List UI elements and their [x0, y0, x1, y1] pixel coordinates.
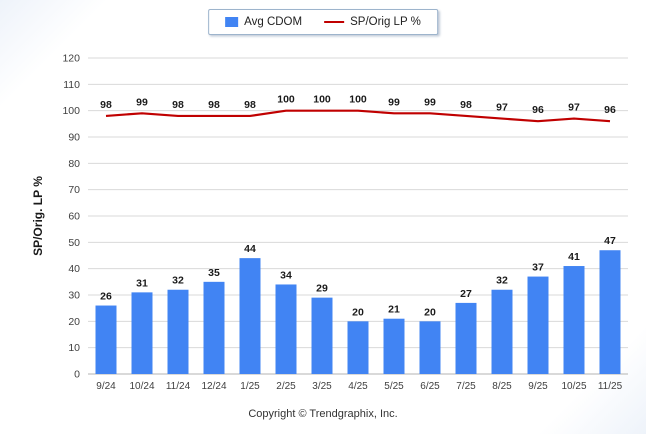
x-tick-label: 2/25 — [276, 381, 296, 392]
y-axis-title: SP/Orig. LP % — [31, 176, 45, 256]
x-tick-label: 11/25 — [598, 381, 623, 392]
bar-value-label: 29 — [316, 283, 328, 295]
y-tick-label: 100 — [62, 105, 80, 117]
y-tick-label: 20 — [68, 316, 80, 328]
bar-value-label: 47 — [604, 235, 616, 247]
line-value-label: 99 — [136, 96, 148, 108]
bar — [527, 276, 549, 374]
trend-line — [105, 109, 611, 123]
bar — [311, 297, 333, 374]
bar — [599, 250, 621, 374]
x-tick-label: 9/24 — [96, 381, 116, 392]
y-tick-label: 40 — [68, 263, 80, 275]
x-tick-label: 10/24 — [129, 381, 154, 392]
bar — [203, 281, 225, 374]
line-value-label: 97 — [568, 102, 580, 114]
bar — [563, 266, 585, 374]
y-tick-label: 110 — [63, 79, 80, 91]
line-value-label: 98 — [208, 99, 220, 111]
bar — [95, 305, 117, 374]
y-tick-label: 90 — [68, 132, 80, 144]
bar-value-label: 37 — [532, 262, 544, 274]
chart-legend: Avg CDOM SP/Orig LP % — [208, 9, 438, 35]
bar — [239, 258, 261, 374]
bar-value-label: 27 — [460, 288, 472, 300]
x-tick-label: 10/25 — [561, 381, 586, 392]
bar — [491, 289, 513, 374]
y-tick-label: 0 — [74, 369, 80, 381]
x-tick-label: 9/25 — [528, 381, 548, 392]
legend-item-avg-cdom: Avg CDOM — [225, 16, 302, 28]
x-tick-label: 6/25 — [420, 381, 440, 392]
y-tick-label: 60 — [68, 211, 80, 223]
x-tick-label: 12/24 — [201, 381, 226, 392]
bar-value-label: 35 — [208, 267, 220, 279]
y-tick-label: 120 — [62, 53, 80, 65]
bar-value-label: 32 — [496, 275, 508, 287]
y-tick-label: 70 — [68, 184, 80, 196]
bar — [455, 302, 477, 374]
bar — [167, 289, 189, 374]
legend-label-avg-cdom: Avg CDOM — [244, 16, 303, 28]
y-tick-label: 10 — [68, 342, 80, 354]
line-value-label: 96 — [532, 104, 544, 116]
x-tick-label: 5/25 — [384, 381, 404, 392]
bar-value-label: 31 — [136, 277, 148, 289]
x-tick-label: 3/25 — [312, 381, 332, 392]
copyright-text: Copyright © Trendgraphix, Inc. — [248, 408, 398, 420]
line-swatch-icon — [324, 21, 345, 23]
x-tick-label: 4/25 — [348, 381, 368, 392]
line-value-label: 97 — [496, 102, 508, 114]
bar — [131, 292, 153, 374]
bar-value-label: 20 — [424, 306, 436, 318]
x-tick-label: 11/24 — [166, 381, 191, 392]
line-value-label: 100 — [277, 94, 295, 106]
line-value-label: 98 — [244, 99, 256, 111]
bar — [383, 318, 405, 374]
bar — [419, 321, 441, 374]
line-value-label: 100 — [349, 94, 367, 106]
bar-value-label: 44 — [244, 243, 256, 255]
line-value-label: 98 — [100, 99, 112, 111]
y-tick-label: 50 — [68, 237, 80, 249]
bar-value-label: 34 — [280, 269, 292, 281]
bar-value-label: 20 — [352, 306, 364, 318]
y-tick-label: 80 — [68, 158, 80, 170]
bar-value-label: 32 — [172, 275, 184, 287]
line-value-label: 100 — [313, 94, 331, 106]
line-value-label: 98 — [460, 99, 472, 111]
x-tick-label: 8/25 — [492, 381, 512, 392]
bar-value-label: 41 — [568, 251, 580, 263]
line-value-label: 96 — [604, 104, 616, 116]
x-tick-label: 7/25 — [456, 381, 476, 392]
legend-label-sp-orig-lp: SP/Orig LP % — [350, 16, 421, 28]
line-value-label: 99 — [388, 96, 400, 108]
bar — [275, 284, 297, 374]
bar-swatch-icon — [225, 17, 239, 27]
y-tick-label: 30 — [68, 290, 80, 302]
legend-item-sp-orig-lp: SP/Orig LP % — [324, 16, 421, 28]
bar — [347, 321, 369, 374]
bar-value-label: 26 — [100, 291, 112, 303]
line-value-label: 98 — [172, 99, 184, 111]
x-tick-label: 1/25 — [240, 381, 260, 392]
bar-value-label: 21 — [388, 304, 400, 316]
line-value-label: 99 — [424, 96, 436, 108]
